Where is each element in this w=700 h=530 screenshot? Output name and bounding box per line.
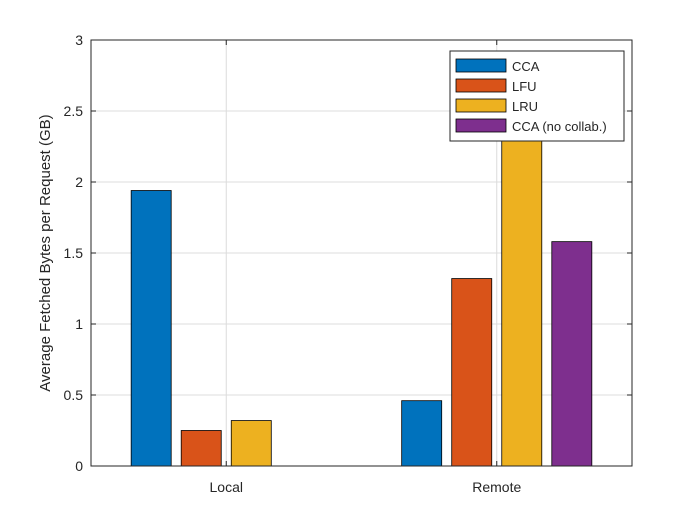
y-tick-label: 3 <box>75 32 83 48</box>
bar-cca-no-collab-remote <box>551 241 593 467</box>
y-tick-label: 0.5 <box>64 387 84 403</box>
legend-swatch <box>455 98 507 113</box>
legend-label: CCA (no collab.) <box>512 119 607 134</box>
legend-swatch <box>455 118 507 133</box>
bar-cca-local <box>130 190 172 467</box>
y-tick-label: 1 <box>75 316 83 332</box>
bars <box>130 124 593 467</box>
legend-swatch <box>455 58 507 73</box>
y-tick-label: 0 <box>75 458 83 474</box>
x-tick-labels: Local Remote <box>210 479 522 495</box>
bar-lfu-local <box>180 430 222 467</box>
y-tick-label: 2 <box>75 174 83 190</box>
bar-cca-remote <box>401 400 443 467</box>
legend: CCA LFU LRU CCA (no collab.) <box>449 50 625 142</box>
y-tick-label: 1.5 <box>64 245 84 261</box>
legend-label: LFU <box>512 79 537 94</box>
x-tick-label: Remote <box>472 479 521 495</box>
legend-swatch <box>455 78 507 93</box>
bar-lfu-remote <box>451 278 493 467</box>
y-axis-label: Average Fetched Bytes per Request (GB) <box>37 114 54 391</box>
bar-lru-remote <box>501 124 543 467</box>
x-tick-label: Local <box>210 479 243 495</box>
bar-lru-local <box>230 420 272 467</box>
ticks <box>91 39 632 467</box>
legend-label: CCA <box>512 59 540 74</box>
y-tick-label: 2.5 <box>64 103 84 119</box>
legend-label: LRU <box>512 99 538 114</box>
y-tick-labels: 0 0.5 1 1.5 2 2.5 3 <box>64 32 84 474</box>
